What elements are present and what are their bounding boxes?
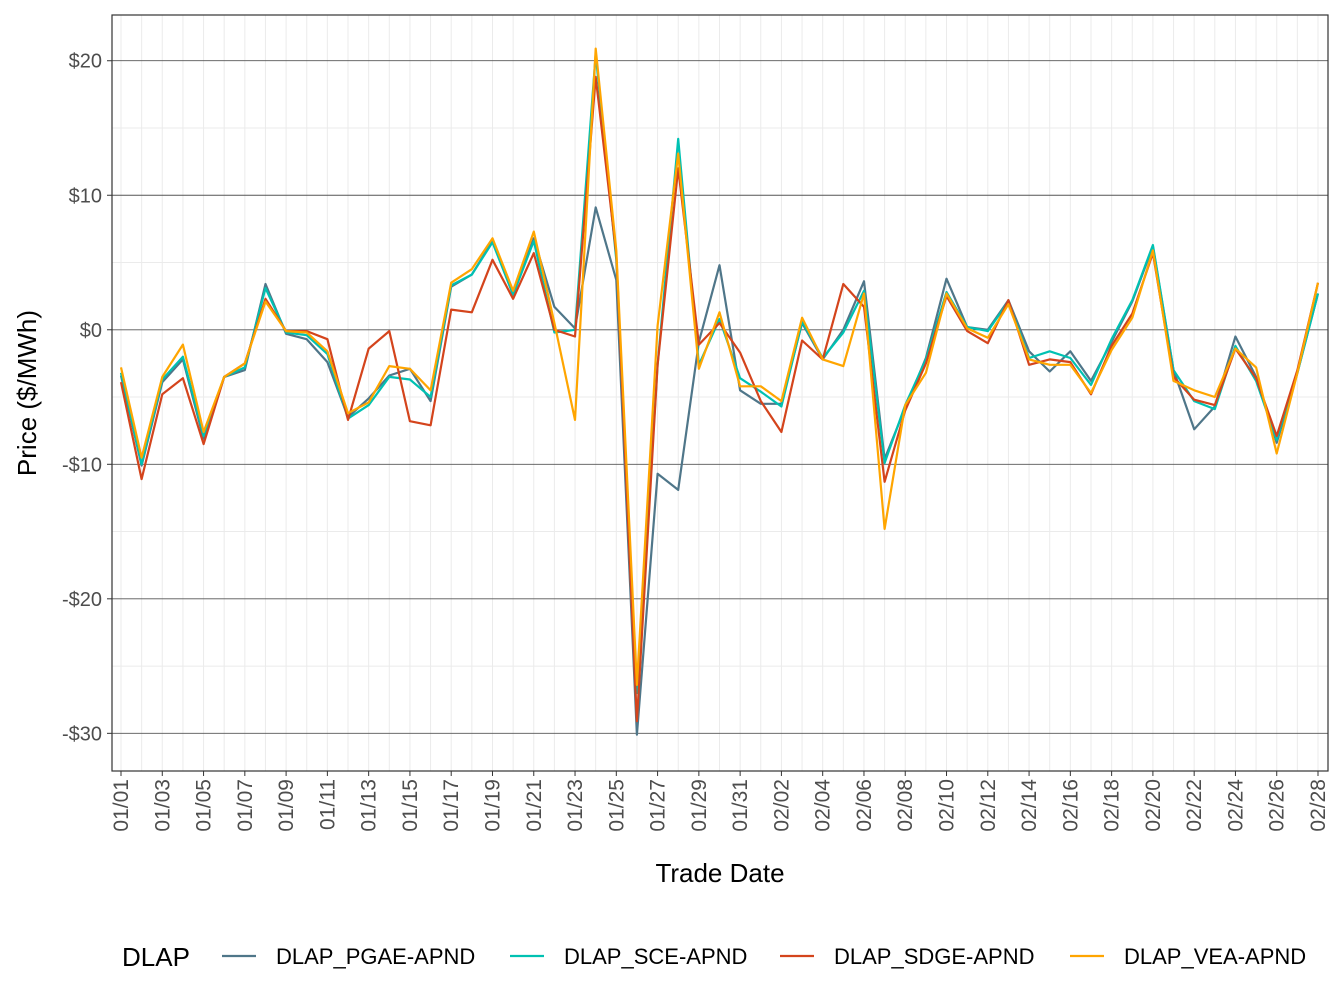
- x-tick-label: 02/12: [977, 779, 1000, 832]
- x-tick-label: 01/17: [440, 779, 463, 832]
- x-tick-label: 01/15: [399, 779, 422, 832]
- legend-label: DLAP_SCE-APND: [564, 944, 747, 969]
- x-tick-label: 02/16: [1059, 779, 1082, 832]
- x-tick-label: 02/08: [894, 779, 917, 832]
- x-tick-label: 02/24: [1224, 779, 1247, 832]
- x-tick-label: 01/21: [523, 779, 546, 832]
- x-tick-label: 01/05: [193, 779, 216, 832]
- y-tick-label: -$30: [62, 723, 102, 745]
- x-tick-label: 02/22: [1183, 779, 1206, 832]
- y-axis: $20 $10 $0 -$10 -$20 -$30: [62, 51, 112, 745]
- x-tick-label: 01/13: [358, 779, 381, 832]
- x-tick-label: 01/03: [151, 779, 174, 832]
- x-tick-label: 02/18: [1101, 779, 1124, 832]
- y-tick-label: -$20: [62, 589, 102, 611]
- x-tick-label: 02/20: [1142, 779, 1165, 832]
- x-tick-label: 01/19: [481, 779, 504, 832]
- x-tick-label: 01/27: [647, 779, 670, 832]
- x-tick-label: 01/29: [688, 779, 711, 832]
- x-tick-label: 01/31: [729, 779, 752, 832]
- legend-label: DLAP_VEA-APND: [1124, 944, 1306, 969]
- x-tick-label: 01/11: [316, 779, 339, 830]
- series-line-dlap_sce-apnd: [119, 52, 1320, 695]
- y-tick-label: $20: [69, 51, 102, 73]
- x-tick-label: 02/06: [853, 779, 876, 832]
- x-tick-label: 01/07: [234, 779, 257, 832]
- x-tick-label: 02/04: [812, 779, 835, 832]
- x-tick-label: 02/14: [1018, 779, 1041, 832]
- legend-label: DLAP_PGAE-APND: [276, 944, 475, 969]
- y-tick-label: $0: [80, 320, 102, 342]
- y-tick-label: $10: [69, 185, 102, 207]
- series-line-dlap_vea-apnd: [119, 47, 1320, 687]
- x-tick-label: 01/25: [605, 779, 628, 832]
- x-tick-label: 02/10: [936, 779, 959, 832]
- x-tick-label: 02/28: [1307, 779, 1330, 832]
- legend: DLAP DLAP_PGAE-APND DLAP_SCE-APND DLAP_SDG…: [122, 942, 1306, 972]
- legend-title: DLAP: [122, 942, 190, 972]
- y-tick-label: -$10: [62, 454, 102, 476]
- x-tick-label: 01/01: [110, 779, 133, 832]
- x-tick-label: 02/26: [1266, 779, 1289, 832]
- y-axis-title: Price ($/MWh): [12, 310, 42, 476]
- series-line-dlap_sdge-apnd: [119, 75, 1320, 723]
- grid: [112, 15, 1328, 771]
- x-axis: 01/01 01/03 01/05 01/07 01/09 01/11 01/13 01/15…: [110, 771, 1330, 832]
- legend-label: DLAP_SDGE-APND: [834, 944, 1035, 969]
- x-axis-title: Trade Date: [655, 858, 784, 888]
- x-tick-label: 02/02: [770, 779, 793, 832]
- plot-border: [111, 14, 1329, 772]
- series-lines: [119, 47, 1320, 736]
- x-tick-label: 01/09: [275, 779, 298, 832]
- x-tick-label: 01/23: [564, 779, 587, 832]
